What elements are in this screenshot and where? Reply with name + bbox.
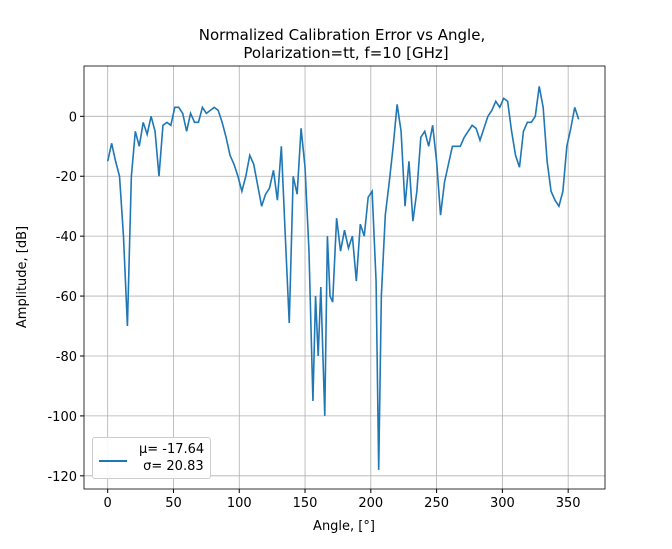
x-axis-label: Angle, [°]: [313, 519, 375, 534]
x-tick-label: 50: [165, 496, 182, 511]
y-tick-label: -60: [56, 290, 77, 305]
chart-title: Polarization=tt, f=10 [GHz]: [243, 44, 448, 62]
legend: μ= -17.64 σ= 20.83: [92, 437, 212, 479]
x-tick-label: 0: [104, 496, 112, 511]
y-tick-label: -80: [56, 350, 77, 365]
x-tick-label: 300: [490, 496, 515, 511]
y-tick-label: -40: [56, 230, 77, 245]
x-tick-label: 350: [556, 496, 581, 511]
y-tick-label: 0: [69, 110, 77, 125]
y-tick-label: -100: [47, 410, 77, 425]
legend-swatch: [99, 460, 127, 462]
plot-frame: [83, 65, 606, 490]
legend-label: μ= -17.64 σ= 20.83: [139, 442, 205, 474]
y-tick-label: -120: [47, 470, 77, 485]
y-axis-label: Amplitude, [dB]: [15, 226, 30, 328]
x-tick-label: 200: [358, 496, 383, 511]
x-tick-label: 150: [293, 496, 318, 511]
y-tick-label: -20: [56, 170, 77, 185]
x-tick-label: 250: [424, 496, 449, 511]
data-line: [106, 86, 580, 470]
x-tick-label: 100: [227, 496, 252, 511]
chart-title: Normalized Calibration Error vs Angle,: [199, 26, 485, 44]
